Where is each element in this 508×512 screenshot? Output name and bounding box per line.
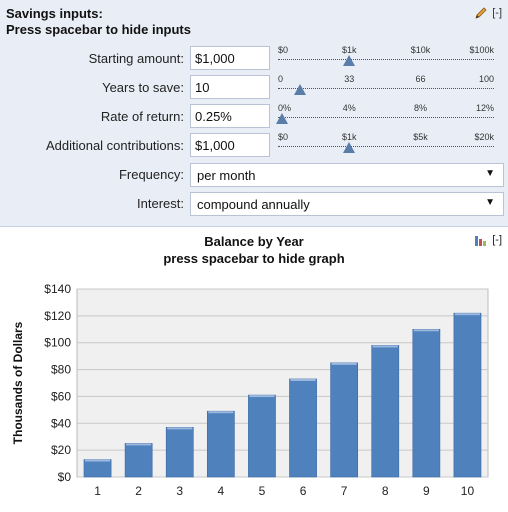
x-tick-label: 2 [135, 484, 142, 498]
additional-contributions-slider[interactable]: $0 $1k $5k $20k [278, 132, 494, 166]
rate-tick: 4% [342, 103, 356, 113]
slider-thumb[interactable] [343, 55, 356, 66]
chart-title-line2: press spacebar to hide graph [163, 251, 345, 266]
x-tick-label: 9 [423, 484, 430, 498]
bar [124, 443, 153, 478]
y-tick-label: $80 [51, 363, 71, 377]
slider-track[interactable] [278, 88, 494, 89]
chart-collapse-button[interactable]: [-] [492, 234, 502, 246]
starting-amount-tick: $10k [410, 45, 431, 55]
rate-of-return-label: Rate of return: [100, 109, 184, 124]
starting-amount-tick: $100k [469, 45, 494, 55]
x-tick-label: 5 [259, 484, 266, 498]
years-tick: 0 [278, 74, 284, 84]
bar [453, 312, 482, 478]
additional-contributions-input[interactable] [190, 133, 270, 157]
bar-highlight [84, 459, 111, 462]
starting-amount-label: Starting amount: [88, 51, 184, 66]
inputs-title-line1: Savings inputs: [6, 6, 103, 21]
bar [83, 459, 112, 478]
slider-thumb[interactable] [343, 142, 356, 153]
bar-highlight [290, 378, 316, 381]
x-tick-label: 7 [341, 484, 348, 498]
y-tick-label: $0 [58, 470, 72, 484]
interest-value: compound annually [197, 197, 310, 212]
slider-thumb[interactable] [276, 113, 289, 124]
bar [165, 427, 194, 478]
years-tick: 100 [478, 74, 494, 84]
inputs-title-line2: Press spacebar to hide inputs [6, 22, 191, 37]
inputs-panel-title: Savings inputs: Press spacebar to hide i… [6, 6, 191, 38]
chart-tools: [-] [474, 234, 502, 246]
additional-contributions-label: Additional contributions: [45, 138, 184, 153]
y-tick-label: $140 [44, 282, 71, 296]
bar-highlight [372, 345, 398, 348]
slider-thumb[interactable] [293, 84, 306, 95]
frequency-label: Frequency: [118, 167, 184, 182]
bar [206, 410, 235, 478]
bar-highlight [167, 427, 193, 430]
slider-track[interactable] [278, 146, 494, 147]
x-tick-label: 10 [461, 484, 475, 498]
bar-highlight [454, 313, 481, 316]
bar-highlight [126, 443, 152, 446]
savings-inputs-panel: Savings inputs: Press spacebar to hide i… [0, 0, 508, 227]
years-to-save-slider[interactable]: 0 33 66 100 [278, 74, 494, 108]
frequency-value: per month [197, 168, 256, 183]
bar [371, 345, 400, 478]
y-tick-label: $40 [51, 416, 71, 430]
years-to-save-label: Years to save: [102, 80, 184, 95]
starting-amount-slider[interactable]: $0 $1k $10k $100k [278, 45, 494, 79]
x-tick-label: 6 [300, 484, 307, 498]
bar-highlight [413, 329, 439, 332]
starting-amount-tick: $1k [342, 45, 357, 55]
starting-amount-tick: $0 [278, 45, 289, 55]
pencil-icon[interactable] [474, 6, 488, 20]
contrib-tick: $1k [342, 132, 357, 142]
starting-amount-input[interactable] [190, 46, 270, 70]
bar-highlight [249, 395, 275, 398]
contrib-tick: $20k [474, 132, 494, 142]
x-tick-label: 4 [218, 484, 225, 498]
x-tick-label: 3 [176, 484, 183, 498]
dropdown-arrow-icon: ▼ [485, 168, 495, 179]
bar-chart-icon[interactable] [474, 234, 488, 246]
interest-label: Interest: [137, 196, 184, 211]
rate-tick: 0% [278, 103, 292, 113]
rate-tick: 8% [414, 103, 428, 113]
contrib-tick: $0 [278, 132, 289, 142]
y-tick-label: $100 [44, 336, 71, 350]
bar [412, 328, 441, 478]
slider-track[interactable] [278, 117, 494, 118]
contrib-tick: $5k [413, 132, 428, 142]
x-tick-label: 8 [382, 484, 389, 498]
bar-highlight [208, 411, 234, 414]
inputs-collapse-button[interactable]: [-] [492, 7, 502, 19]
chart-title-line1: Balance by Year [204, 234, 304, 249]
y-tick-label: $120 [44, 309, 71, 323]
bar [289, 378, 317, 478]
years-tick: 33 [344, 74, 355, 84]
x-tick-label: 1 [94, 484, 101, 498]
interest-select[interactable]: compound annually ▼ [190, 192, 504, 216]
bar [330, 362, 359, 478]
y-axis-label: Thousands of Dollars [11, 321, 25, 444]
rate-tick: 12% [475, 103, 494, 113]
inputs-panel-tools: [-] [474, 6, 502, 20]
dropdown-arrow-icon: ▼ [485, 197, 495, 208]
years-tick: 66 [415, 74, 426, 84]
rate-of-return-slider[interactable]: 0% 4% 8% 12% [276, 103, 494, 137]
bar-highlight [331, 362, 357, 365]
years-to-save-input[interactable] [190, 75, 270, 99]
slider-track[interactable] [278, 59, 494, 60]
balance-chart: $0 $20 $40 $60 $80 $100 $120 $140 1 2 3 4 5 6 7 8 9 10 Tho… [11, 282, 489, 498]
y-tick-label: $60 [51, 389, 71, 403]
rate-of-return-input[interactable] [190, 104, 270, 128]
bar [248, 394, 276, 478]
frequency-select[interactable]: per month ▼ [190, 163, 504, 187]
y-tick-label: $20 [51, 443, 71, 457]
